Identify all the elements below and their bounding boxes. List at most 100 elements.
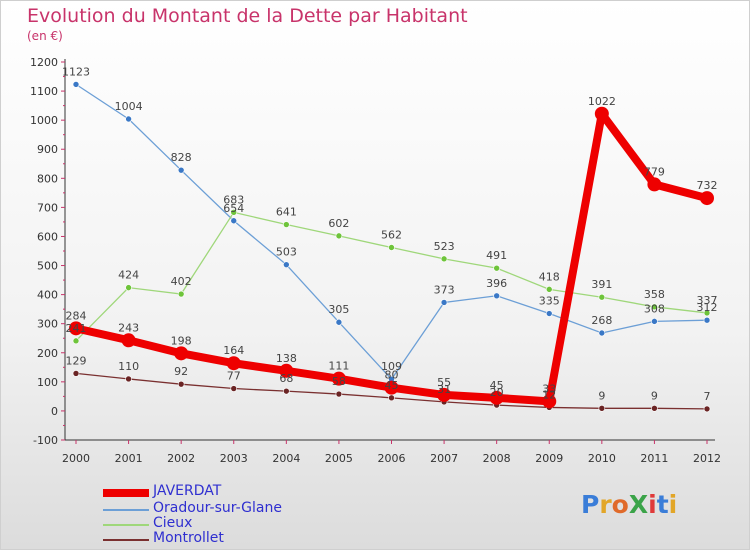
data-point	[703, 316, 711, 324]
proxiti-logo: ProXiti	[581, 490, 677, 519]
data-point	[226, 356, 241, 371]
y-tick-label: 600	[37, 230, 58, 243]
data-label: 45	[385, 379, 399, 392]
data-point	[125, 375, 132, 383]
data-point	[125, 284, 132, 291]
y-tick-label: 900	[37, 143, 58, 156]
data-label: 33	[542, 382, 556, 395]
data-point	[651, 318, 658, 325]
data-label: 418	[539, 270, 560, 283]
data-point	[440, 255, 448, 263]
legend-label: Montrollet	[153, 530, 224, 546]
line-chart: -100 0 100 200 300 400 500 600 700 800 900 1000 1100…	[30, 56, 721, 465]
data-label: 562	[381, 229, 402, 242]
data-point	[545, 286, 553, 293]
data-label: 129	[66, 354, 87, 367]
data-label: 424	[118, 269, 139, 282]
data-point	[440, 299, 448, 306]
data-label: 779	[644, 165, 665, 178]
data-label: 335	[539, 295, 560, 308]
data-point	[647, 177, 662, 192]
data-point	[651, 405, 658, 412]
x-tick-label: 2002	[167, 452, 195, 465]
legend-label: Oradour-sur-Glane	[153, 500, 282, 516]
legend-swatch	[103, 489, 149, 497]
data-point	[72, 370, 80, 377]
data-label: 268	[591, 314, 612, 327]
y-tick-label: 1000	[30, 114, 58, 127]
data-point	[703, 309, 711, 317]
data-point	[230, 385, 238, 392]
x-tick-label: 2009	[535, 452, 563, 465]
data-point	[125, 115, 132, 123]
data-point	[388, 244, 395, 251]
legend-label: JAVERDAT	[153, 483, 222, 499]
data-point	[283, 261, 290, 268]
x-tick-label: 2010	[588, 452, 616, 465]
data-point	[69, 321, 83, 336]
data-label: 396	[486, 277, 507, 290]
data-point	[72, 81, 80, 88]
data-label: 391	[591, 278, 612, 291]
logo-letter: X	[628, 490, 649, 519]
data-point	[283, 387, 290, 395]
y-tick-label: 1100	[30, 85, 58, 98]
data-label: 602	[328, 217, 349, 230]
data-point	[545, 310, 553, 317]
x-tick-label: 2006	[378, 452, 406, 465]
logo-letter: i	[648, 490, 657, 519]
data-point	[177, 380, 185, 388]
data-point	[72, 337, 80, 345]
data-label: 1004	[115, 100, 143, 113]
y-tick-label: 500	[37, 260, 58, 273]
data-point	[493, 292, 500, 300]
data-point	[542, 394, 557, 409]
data-label: 31	[437, 383, 451, 396]
x-tick-label: 2007	[430, 452, 458, 465]
data-point	[651, 303, 658, 311]
y-tick-label: 300	[37, 318, 58, 331]
data-label: 7	[704, 390, 711, 403]
data-label: 828	[171, 151, 192, 164]
data-point	[700, 191, 714, 206]
y-tick-label: 100	[37, 376, 58, 389]
logo-letter: t	[656, 490, 669, 519]
y-tick-label: 0	[51, 405, 58, 418]
logo-letter: o	[611, 490, 629, 519]
data-label: 373	[434, 283, 455, 296]
data-point	[177, 290, 185, 298]
x-tick-label: 2004	[272, 452, 300, 465]
chart-subtitle: (en €)	[27, 29, 63, 43]
x-tick-label: 2011	[640, 452, 668, 465]
data-point	[230, 209, 238, 216]
data-label: 20	[490, 386, 504, 399]
x-tick-label: 2005	[325, 452, 353, 465]
data-label: 111	[328, 360, 349, 373]
legend-swatch	[103, 509, 149, 511]
data-label: 654	[223, 202, 244, 215]
data-label: 92	[174, 365, 188, 378]
data-label: 164	[223, 344, 244, 357]
data-label: 58	[332, 375, 346, 388]
data-label: 9	[651, 389, 658, 402]
data-label: 312	[697, 301, 718, 314]
data-point	[594, 106, 609, 121]
data-label: 402	[171, 275, 192, 288]
y-tick-label: 1200	[30, 56, 58, 69]
y-tick-label: 400	[37, 289, 58, 302]
x-tick-label: 2001	[115, 452, 143, 465]
data-point	[177, 166, 185, 174]
data-point	[121, 333, 136, 348]
data-point	[598, 293, 606, 301]
chart-title: Evolution du Montant de la Dette par Hab…	[27, 5, 468, 27]
data-label: 337	[697, 294, 718, 307]
data-label: 9	[598, 389, 605, 402]
data-label: 138	[276, 352, 297, 365]
data-label: 491	[486, 249, 507, 262]
data-point	[283, 221, 290, 228]
logo-letter: i	[668, 490, 678, 519]
y-tick-label: 200	[37, 347, 58, 360]
data-point	[489, 390, 504, 405]
data-label: 683	[223, 193, 244, 206]
data-label: 1123	[62, 65, 90, 78]
